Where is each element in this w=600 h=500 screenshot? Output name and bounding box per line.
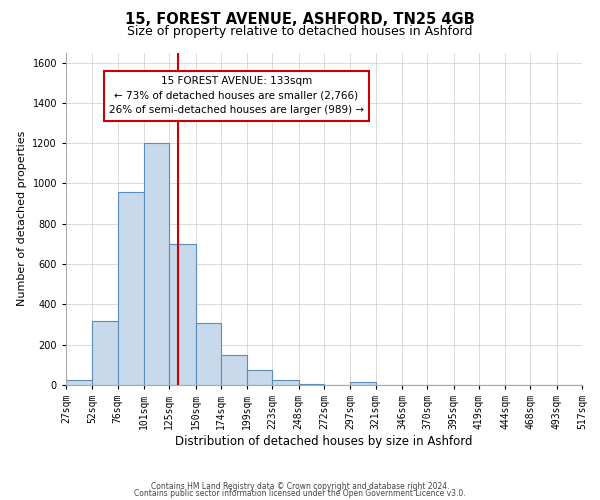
- Text: 15 FOREST AVENUE: 133sqm
← 73% of detached houses are smaller (2,766)
26% of sem: 15 FOREST AVENUE: 133sqm ← 73% of detach…: [109, 76, 364, 116]
- Bar: [272, 380, 299, 385]
- Bar: [144, 143, 169, 385]
- Bar: [169, 244, 196, 385]
- Bar: [118, 192, 144, 385]
- Text: Contains HM Land Registry data © Crown copyright and database right 2024.: Contains HM Land Registry data © Crown c…: [151, 482, 449, 491]
- Text: Contains public sector information licensed under the Open Government Licence v3: Contains public sector information licen…: [134, 489, 466, 498]
- Bar: [299, 384, 324, 385]
- Bar: [92, 320, 118, 385]
- Bar: [221, 355, 247, 385]
- Y-axis label: Number of detached properties: Number of detached properties: [17, 131, 27, 306]
- Bar: [247, 370, 272, 385]
- X-axis label: Distribution of detached houses by size in Ashford: Distribution of detached houses by size …: [175, 435, 473, 448]
- Bar: [66, 380, 92, 385]
- Bar: [350, 382, 376, 385]
- Bar: [196, 322, 221, 385]
- Text: 15, FOREST AVENUE, ASHFORD, TN25 4GB: 15, FOREST AVENUE, ASHFORD, TN25 4GB: [125, 12, 475, 28]
- Text: Size of property relative to detached houses in Ashford: Size of property relative to detached ho…: [127, 25, 473, 38]
